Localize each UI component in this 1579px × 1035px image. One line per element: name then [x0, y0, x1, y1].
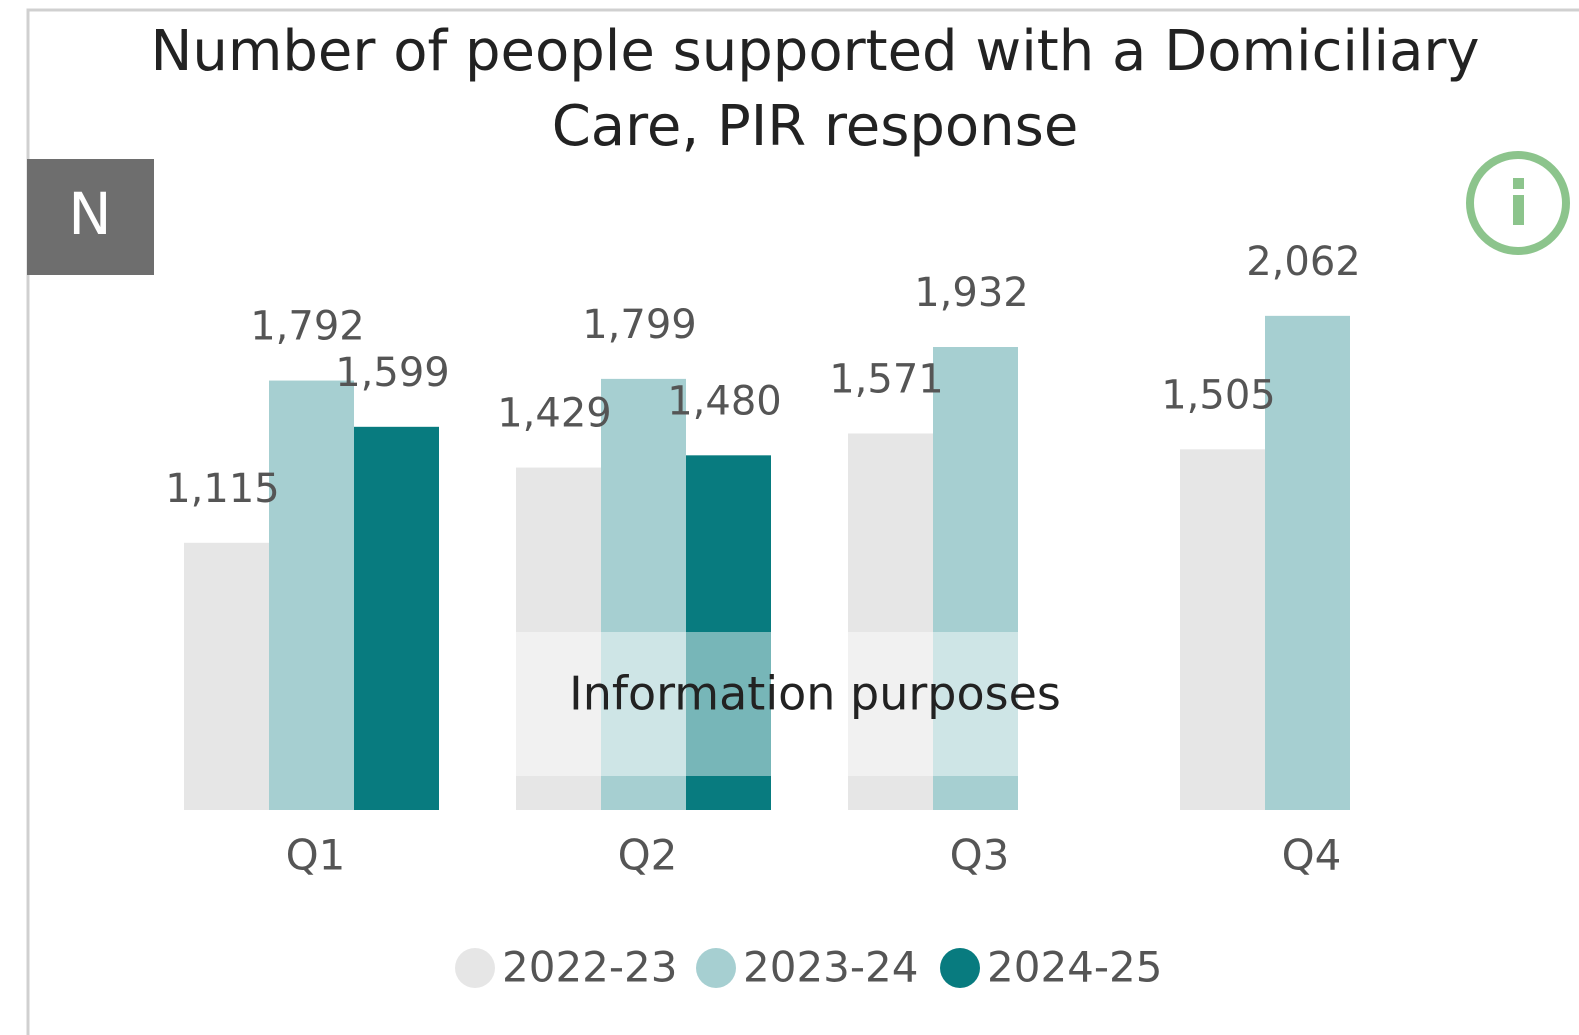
info-stem: [1513, 195, 1524, 225]
info-icon[interactable]: [1466, 151, 1570, 255]
data-label: 1,505: [1161, 372, 1276, 418]
legend-swatch: [940, 948, 980, 988]
chart-title: Care, PIR response: [552, 94, 1079, 159]
watermark: Information purposes: [516, 632, 1061, 776]
badge: [27, 159, 154, 275]
bar: [1265, 315, 1350, 810]
legend-label: 2023-24: [743, 943, 919, 992]
x-tick-label: Q2: [618, 831, 678, 880]
bar: [933, 347, 1018, 810]
data-label: 1,932: [914, 270, 1029, 316]
data-label: 2,062: [1246, 239, 1361, 285]
data-label: 1,792: [250, 304, 365, 350]
data-label: 1,799: [582, 302, 697, 348]
data-label: 1,571: [829, 357, 944, 403]
bar: [269, 380, 354, 810]
bar: [354, 426, 439, 810]
x-tick-label: Q3: [950, 831, 1010, 880]
watermark-text: Information purposes: [569, 667, 1061, 721]
legend-label: 2024-25: [987, 943, 1163, 992]
badge-text: N: [68, 180, 111, 248]
data-label: 1,115: [165, 466, 280, 512]
legend-swatch: [696, 948, 736, 988]
info-dot: [1513, 178, 1524, 189]
bar: [1180, 449, 1265, 810]
legend-label: 2022-23: [502, 943, 678, 992]
x-tick-label: Q4: [1282, 831, 1342, 880]
chart-title: Number of people supported with a Domici…: [150, 19, 1479, 84]
bar: [601, 378, 686, 810]
bar: [686, 455, 771, 810]
data-label: 1,480: [667, 378, 782, 424]
bar: [184, 542, 269, 810]
data-label: 1,599: [335, 350, 450, 396]
legend-swatch: [455, 948, 495, 988]
bar: [848, 433, 933, 810]
bar: [516, 467, 601, 810]
bars: [184, 315, 1350, 810]
data-label: 1,429: [497, 391, 612, 437]
x-tick-label: Q1: [286, 831, 346, 880]
watermark-band: [516, 632, 1018, 776]
